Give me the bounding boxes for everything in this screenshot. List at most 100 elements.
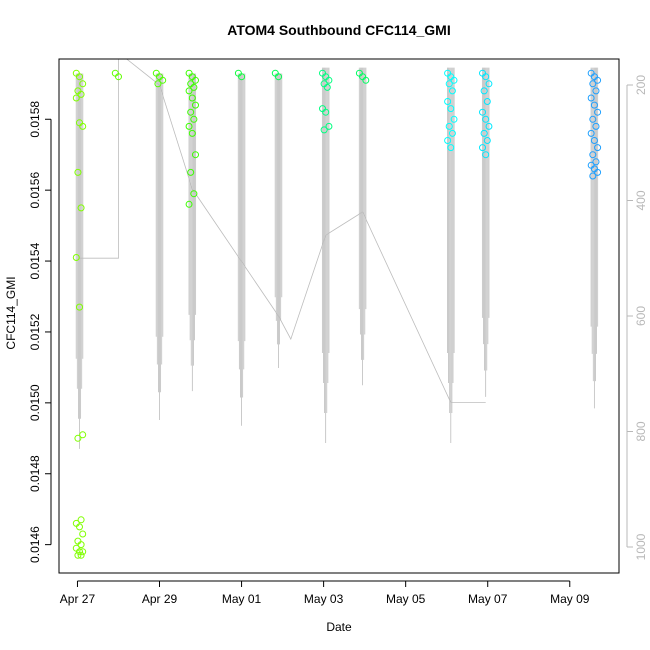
data-point [587, 94, 595, 102]
data-point [77, 204, 85, 212]
data-point [72, 94, 80, 102]
data-point [445, 80, 453, 88]
data-point [72, 254, 80, 261]
data-point [589, 172, 597, 180]
transit-path [79, 58, 486, 404]
data-point [482, 151, 490, 159]
x-tick-label: May 01 [222, 592, 262, 606]
data-point [185, 87, 193, 95]
y-tick-label: 0.0158 [28, 101, 42, 138]
data-point [447, 144, 455, 152]
data-point [590, 101, 598, 109]
data-point [185, 200, 193, 208]
y-tick-label: 0.0156 [28, 172, 42, 209]
data-point [79, 431, 87, 439]
right-tick-label: 800 [634, 421, 648, 441]
data-point [188, 129, 196, 137]
data-point [320, 126, 328, 134]
y-axis-label: CFC114_GMI [4, 276, 18, 349]
data-point [445, 122, 453, 130]
y-tick-label: 0.0152 [28, 313, 42, 350]
y-tick-label: 0.0148 [28, 455, 42, 492]
data-point [479, 144, 486, 152]
data-point [325, 122, 333, 130]
x-tick-label: Apr 27 [60, 592, 96, 606]
right-tick-label: 600 [634, 306, 648, 326]
data-point [482, 73, 490, 81]
plot-frame [58, 58, 620, 574]
data-point [587, 129, 595, 137]
data-point [187, 168, 195, 176]
data-point [594, 108, 602, 116]
right-tick-label: 400 [634, 190, 648, 210]
data-point [190, 83, 198, 91]
data-point [590, 137, 598, 144]
y-tick-label: 0.0154 [28, 242, 42, 279]
data-point [483, 98, 491, 105]
data-point [192, 76, 199, 84]
data-point [76, 523, 83, 531]
data-point [190, 115, 198, 123]
x-axis: Apr 27 Apr 29 May 01 May 03 May 05 May 07 May … [60, 580, 590, 606]
data-point [362, 76, 370, 84]
data-point [115, 73, 122, 81]
data-point [482, 115, 490, 123]
data-point [185, 122, 193, 130]
x-axis-label: Date [326, 620, 352, 634]
data-point [480, 87, 488, 95]
data-point [448, 129, 456, 137]
data-point [159, 76, 167, 84]
x-tick-label: May 07 [468, 592, 508, 606]
data-point [187, 108, 195, 116]
data-point [74, 551, 82, 559]
right-tick-label: 1000 [634, 533, 648, 560]
data-point [450, 115, 458, 123]
data-point [480, 129, 488, 137]
data-point [589, 115, 597, 123]
x-tick-label: May 09 [550, 592, 590, 606]
x-tick-label: Apr 29 [142, 592, 178, 606]
right-axis: 200 400 600 800 1000 [626, 75, 648, 560]
data-point [447, 105, 455, 113]
data-point [77, 90, 85, 98]
y-tick-label: 0.0146 [28, 526, 42, 563]
transit-path-line [79, 58, 486, 404]
right-tick-label: 200 [634, 75, 648, 95]
data-point [76, 73, 83, 81]
y-tick-label: 0.0150 [28, 384, 42, 421]
data-point [192, 101, 199, 109]
data-point [589, 80, 597, 88]
data-point [594, 144, 602, 152]
data-point [188, 94, 196, 102]
data-point [79, 548, 87, 556]
data-point [76, 303, 83, 311]
data-point [77, 551, 85, 559]
data-point [79, 530, 87, 538]
x-tick-label: May 03 [304, 592, 344, 606]
data-point [275, 73, 282, 81]
data-point [77, 516, 85, 524]
data-point [74, 434, 82, 442]
data-point [238, 73, 246, 81]
data-point [592, 158, 600, 166]
data-point [594, 76, 602, 84]
data-point [79, 80, 87, 88]
data-point [485, 80, 493, 88]
data-point [77, 541, 85, 549]
data-point [190, 190, 198, 198]
data-point [448, 87, 456, 95]
chart-title: ATOM4 Southbound CFC114_GMI [227, 22, 451, 38]
data-point [592, 122, 600, 130]
data-point [74, 168, 82, 176]
data-point [76, 548, 83, 556]
data-point [483, 137, 491, 144]
data-point [322, 108, 330, 116]
data-point [79, 122, 87, 130]
data-point [594, 168, 602, 176]
data-point [323, 83, 331, 91]
data-point [592, 87, 600, 95]
data-point [589, 151, 597, 159]
data-points [72, 69, 602, 559]
data-point [325, 76, 333, 84]
